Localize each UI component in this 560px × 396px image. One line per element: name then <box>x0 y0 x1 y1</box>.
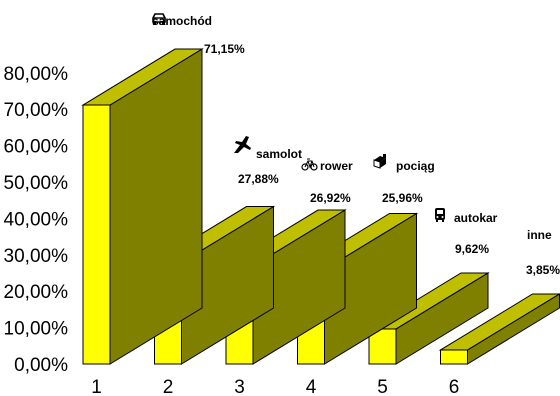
series-name-label: samochód <box>152 14 212 28</box>
bar-labels: samochód 71,15% samolot 27,88% rower 26,92% po… <box>152 13 560 277</box>
y-tick-label: 50,00% <box>4 173 69 194</box>
y-tick-label: 70,00% <box>4 100 69 121</box>
bar-front <box>440 349 468 365</box>
data-value-label: 3,85% <box>526 263 560 277</box>
data-value-label: 26,92% <box>310 191 351 205</box>
car-icon <box>152 13 166 25</box>
airplane-icon <box>234 136 251 153</box>
y-axis-ticks: 0,00% 10,00% 20,00% 30,00% 40,00% 50,00% 60,00… <box>4 64 69 376</box>
y-tick-label: 80,00% <box>4 64 69 85</box>
y-tick-label: 0,00% <box>14 355 68 376</box>
series-name-label: autokar <box>454 211 498 225</box>
x-category-label: 1 <box>91 377 102 396</box>
y-tick-label: 60,00% <box>4 137 69 158</box>
data-value-label: 27,88% <box>238 172 279 186</box>
y-tick-label: 10,00% <box>4 319 69 340</box>
y-tick-label: 40,00% <box>4 209 69 230</box>
x-category-label: 6 <box>449 377 460 396</box>
bar-front <box>82 104 111 365</box>
x-category-label: 2 <box>163 377 174 396</box>
y-tick-label: 20,00% <box>4 282 69 303</box>
x-category-label: 4 <box>306 377 317 396</box>
data-value-label: 25,96% <box>382 191 423 205</box>
series-name-label: samolot <box>256 147 302 161</box>
x-category-label: 5 <box>377 377 388 396</box>
train-icon <box>373 154 386 169</box>
series-name-label: pociąg <box>396 159 435 173</box>
bar <box>438 293 560 365</box>
bicycle-icon <box>301 158 318 171</box>
bus-icon <box>435 208 445 222</box>
x-axis-categories: 1 2 3 4 5 6 <box>91 377 459 396</box>
bar-front <box>368 328 397 365</box>
data-value-label: 9,62% <box>455 242 489 256</box>
y-tick-label: 30,00% <box>4 246 69 267</box>
bar <box>81 48 204 365</box>
series-name-label: inne <box>527 228 552 242</box>
x-category-label: 3 <box>234 377 245 396</box>
series-name-label: rower <box>320 159 353 173</box>
bars-group <box>81 48 560 365</box>
data-value-label: 71,15% <box>204 42 245 56</box>
